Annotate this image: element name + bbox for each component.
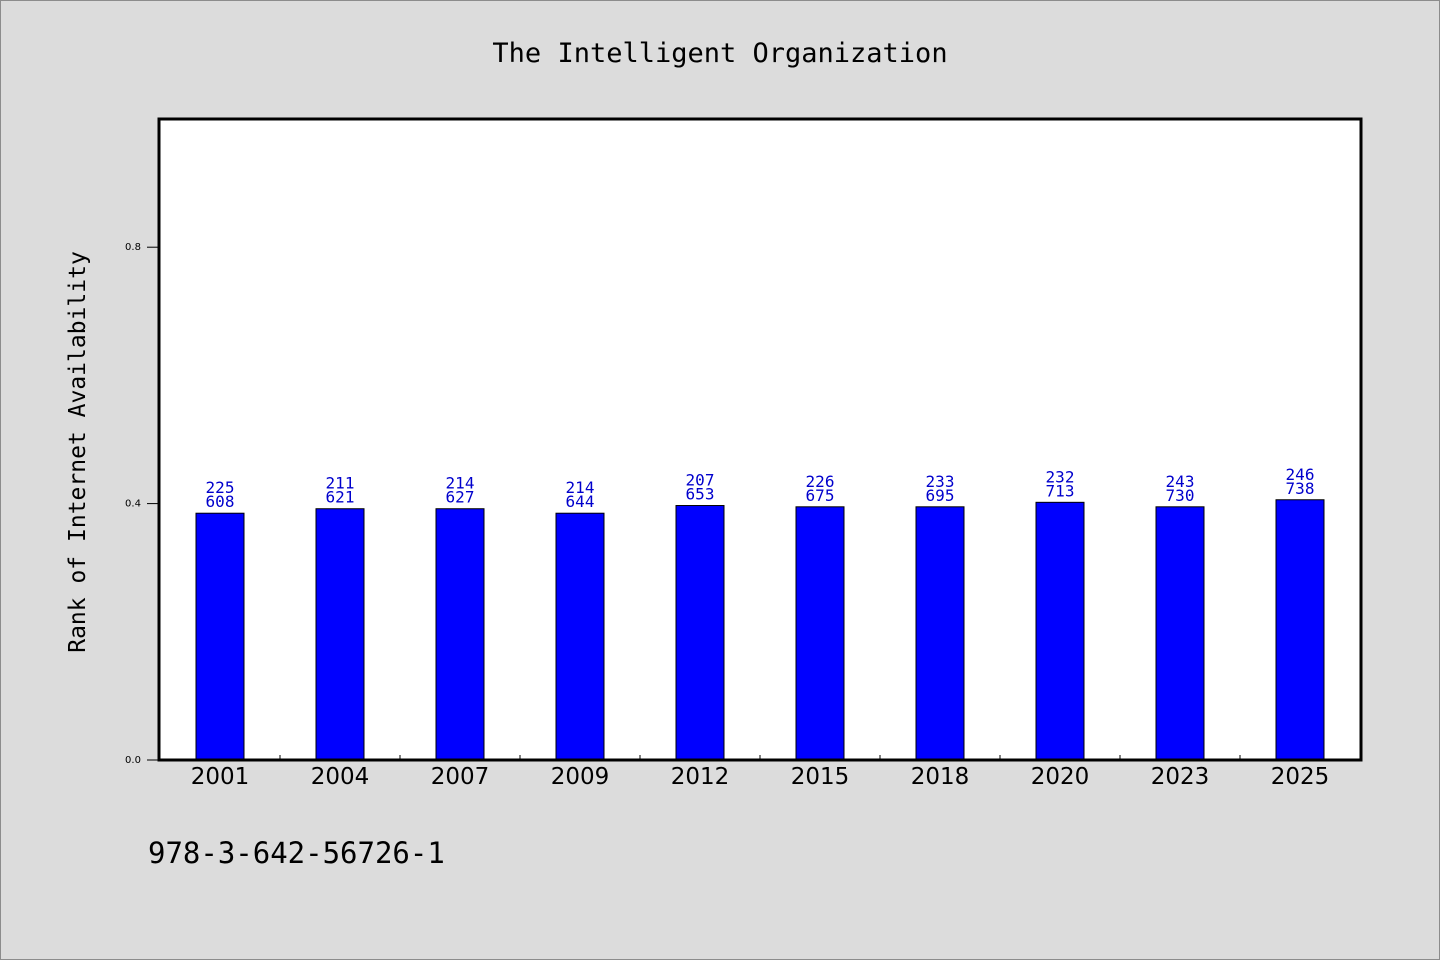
y-tick-label: 0.4: [125, 499, 141, 510]
x-tick-label: 2007: [431, 764, 490, 790]
bar-label-top: 246: [1286, 465, 1315, 484]
bar-label-top: 225: [206, 478, 235, 497]
y-tick-label: 0.8: [125, 242, 141, 253]
chart-title: The Intelligent Organization: [492, 38, 947, 69]
bar-label-top: 214: [446, 474, 475, 493]
bar: [1035, 501, 1085, 761]
x-tick-label: 2018: [911, 764, 970, 790]
y-tick-label: 0.0: [125, 755, 141, 766]
bar-label-top: 243: [1166, 472, 1195, 491]
bar-label-bottom: 608: [206, 492, 235, 511]
footnote-isbn: 978-3-642-56726-1: [148, 836, 445, 870]
bar: [1275, 499, 1325, 761]
bar: [195, 512, 245, 761]
bar-label-bottom: 713: [1046, 481, 1075, 500]
x-tick-label: 2023: [1151, 764, 1210, 790]
bar: [555, 512, 605, 761]
bars-group: 2256082116212146272146442076532266752336…: [195, 465, 1325, 761]
bar-label-bottom: 644: [566, 492, 595, 511]
x-tick-label: 2009: [551, 764, 610, 790]
x-tick-label: 2004: [311, 764, 370, 790]
x-tick-label: 2001: [191, 764, 250, 790]
bar-label-bottom: 627: [446, 488, 475, 507]
plot-border: [157, 117, 1363, 762]
bar: [675, 505, 725, 761]
bar-label-top: 211: [326, 474, 355, 493]
bar: [915, 506, 965, 761]
bar-label-top: 233: [926, 472, 955, 491]
bar: [1155, 506, 1205, 761]
x-tick-label: 2020: [1031, 764, 1090, 790]
x-tick-label: 2012: [671, 764, 730, 790]
bar: [315, 508, 365, 761]
y-axis-label: Rank of Internet Availability: [65, 251, 91, 653]
x-tick-label: 2025: [1271, 764, 1330, 790]
bar-label-bottom: 675: [806, 486, 835, 505]
bar-label-bottom: 695: [926, 486, 955, 505]
bar: [435, 508, 485, 761]
bar-label-bottom: 621: [326, 488, 355, 507]
x-tick-label: 2015: [791, 764, 850, 790]
bar-label-bottom: 653: [686, 485, 715, 504]
ticks-group: 2001 2004 2007 2009 2012 2015 2018 2020 2023 2025…: [125, 242, 1329, 790]
bar-label-bottom: 738: [1286, 479, 1315, 498]
bar-label-bottom: 730: [1166, 486, 1195, 505]
bar: [795, 506, 845, 761]
bar-label-top: 214: [566, 478, 595, 497]
bar-label-top: 232: [1046, 467, 1075, 486]
bar-label-top: 207: [686, 471, 715, 490]
bar-label-top: 226: [806, 472, 835, 491]
